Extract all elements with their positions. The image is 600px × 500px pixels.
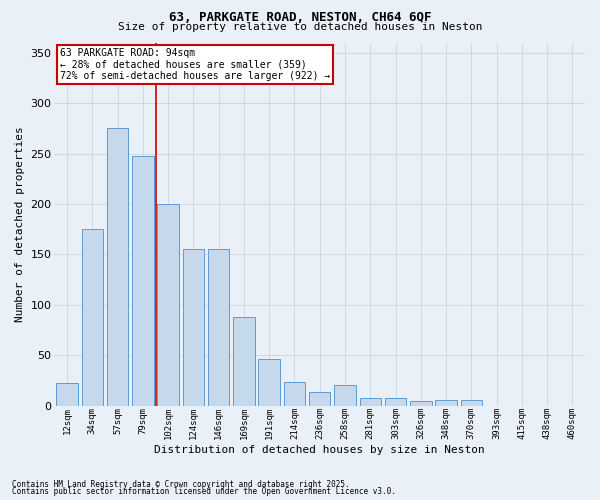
X-axis label: Distribution of detached houses by size in Neston: Distribution of detached houses by size … [154, 445, 485, 455]
Bar [233, 317, 254, 406]
Bar [359, 398, 381, 406]
Bar [182, 250, 204, 406]
Text: 63, PARKGATE ROAD, NESTON, CH64 6QF: 63, PARKGATE ROAD, NESTON, CH64 6QF [169, 11, 431, 24]
Bar [410, 401, 431, 406]
Bar [157, 204, 179, 406]
Text: Contains HM Land Registry data © Crown copyright and database right 2025.: Contains HM Land Registry data © Crown c… [12, 480, 350, 489]
Bar [208, 250, 229, 406]
Bar [309, 392, 331, 406]
Text: 63 PARKGATE ROAD: 94sqm
← 28% of detached houses are smaller (359)
72% of semi-d: 63 PARKGATE ROAD: 94sqm ← 28% of detache… [60, 48, 330, 81]
Text: Size of property relative to detached houses in Neston: Size of property relative to detached ho… [118, 22, 482, 32]
Bar [82, 229, 103, 406]
Bar [259, 360, 280, 406]
Bar [385, 398, 406, 406]
Bar [436, 400, 457, 406]
Bar [132, 156, 154, 406]
Bar [334, 384, 356, 406]
Bar [107, 128, 128, 406]
Bar [56, 382, 78, 406]
Text: Contains public sector information licensed under the Open Government Licence v3: Contains public sector information licen… [12, 487, 396, 496]
Bar [284, 382, 305, 406]
Y-axis label: Number of detached properties: Number of detached properties [15, 126, 25, 322]
Bar [461, 400, 482, 406]
